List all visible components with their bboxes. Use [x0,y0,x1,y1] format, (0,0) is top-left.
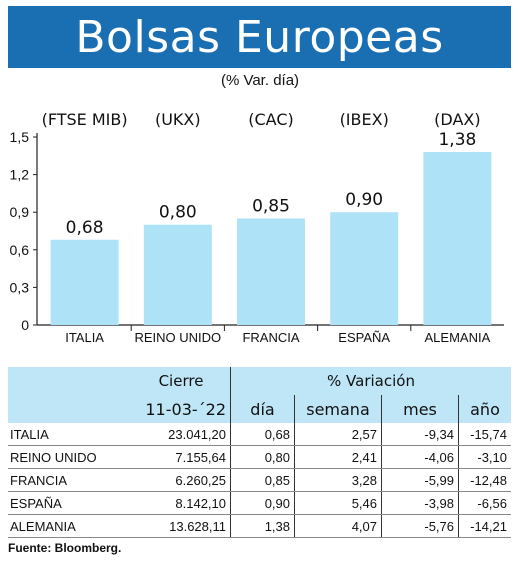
data-table: Cierre % Variación 11-03-´22 día semana … [8,367,511,538]
cell-anio: -6,56 [458,491,511,515]
header-variacion: % Variación [230,367,511,395]
cell-dia: 0,90 [230,491,295,515]
cell-name: REINO UNIDO [8,445,132,469]
header-spacer [8,367,132,395]
table-row: ITALIA 23.041,20 0,68 2,57 -9,34 -15,74 [8,423,511,446]
data-label: 0,80 [159,203,197,223]
data-label: 1,38 [438,130,476,150]
data-label: 0,85 [252,196,290,216]
table-row: REINO UNIDO 7.155,64 0,80 2,41 -4,06 -3,… [8,445,511,469]
x-tick-label: REINO UNIDO [134,330,221,345]
cell-dia: 0,85 [230,468,295,492]
data-table-container: Cierre % Variación 11-03-´22 día semana … [8,367,511,538]
cell-cierre: 6.260,25 [132,468,231,492]
source-note: Fuente: Bloomberg. [8,541,122,555]
cell-dia: 0,80 [230,445,295,469]
bar [423,152,492,325]
bar [143,224,212,325]
header-mes: mes [381,395,459,423]
cell-name: ITALIA [8,423,132,446]
index-label: (IBEX) [340,110,389,129]
cell-cierre: 23.041,20 [132,423,231,446]
title-bar: Bolsas Europeas [8,6,511,68]
bar-chart: 0 0,3 0,6 0,9 1,2 1,5 0,68 ITALIA (FTSE MIB) 0,80… [10,110,504,345]
cell-mes: -5,99 [381,468,459,492]
cell-mes: -3,98 [381,491,459,515]
cell-anio: -14,21 [458,514,511,538]
cell-semana: 2,57 [294,423,382,446]
index-label: (DAX) [434,110,480,129]
table-sub-header-row: 11-03-´22 día semana mes año [8,395,511,423]
y-tick-label: 1,5 [10,129,30,145]
data-label: 0,68 [66,218,104,238]
header-semana: semana [294,395,382,423]
y-tick-label: 0,3 [10,279,30,295]
bar [237,218,305,325]
cell-cierre: 13.628,11 [132,514,231,538]
header-anio: año [458,395,511,423]
table-group-header-row: Cierre % Variación [8,367,511,395]
cell-cierre: 8.142,10 [132,491,231,515]
table-row: ESPAÑA 8.142,10 0,90 5,46 -3,98 -6,56 [8,491,511,515]
table-row: ALEMANIA 13.628,11 1,38 4,07 -5,76 -14,2… [8,514,511,538]
x-tick-label: ITALIA [65,330,104,345]
header-cierre: Cierre [132,367,231,395]
index-label: (UKX) [155,110,201,129]
y-tick-label: 0,6 [10,242,30,258]
cell-semana: 2,41 [294,445,382,469]
cell-mes: -5,76 [381,514,459,538]
cell-name: ALEMANIA [8,514,132,538]
cell-name: ESPAÑA [8,491,132,515]
bar [330,212,399,325]
data-label: 0,90 [345,190,383,210]
header-spacer-2 [8,395,132,423]
cell-mes: -4,06 [381,445,459,469]
y-tick-label: 0 [21,317,29,333]
cell-dia: 0,68 [230,423,295,446]
page-title: Bolsas Europeas [75,11,444,63]
bar [50,239,119,325]
cell-name: FRANCIA [8,468,132,492]
cell-cierre: 7.155,64 [132,445,231,469]
header-date: 11-03-´22 [132,395,231,423]
cell-semana: 4,07 [294,514,382,538]
cell-anio: -3,10 [458,445,511,469]
index-label: (CAC) [248,110,294,129]
cell-semana: 3,28 [294,468,382,492]
chart-subtitle: (% Var. día) [220,72,300,89]
y-tick-label: 0,9 [10,204,30,220]
x-tick-label: FRANCIA [242,330,299,345]
x-tick-label: ESPAÑA [338,330,390,345]
cell-anio: -15,74 [458,423,511,446]
cell-semana: 5,46 [294,491,382,515]
cell-anio: -12,48 [458,468,511,492]
x-tick-label: ALEMANIA [425,330,491,345]
index-label: (FTSE MIB) [42,110,128,129]
cell-mes: -9,34 [381,423,459,446]
cell-dia: 1,38 [230,514,295,538]
header-dia: día [230,395,295,423]
table-row: FRANCIA 6.260,25 0,85 3,28 -5,99 -12,48 [8,468,511,492]
y-tick-label: 1,2 [10,167,30,183]
